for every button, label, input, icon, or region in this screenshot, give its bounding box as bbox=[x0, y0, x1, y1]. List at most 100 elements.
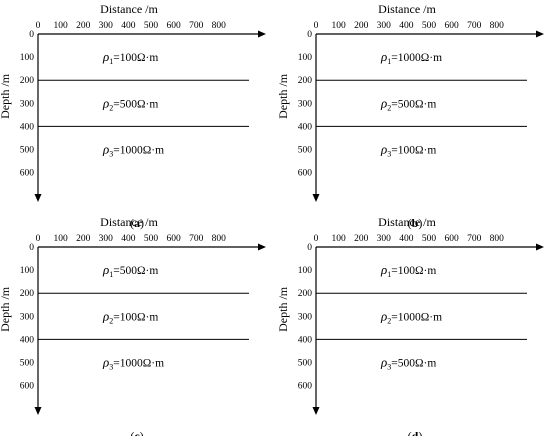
x-tick-label: 200 bbox=[354, 234, 369, 244]
y-tick-label: 600 bbox=[20, 169, 35, 179]
x-axis-title: Distance /m bbox=[378, 2, 436, 16]
y-tick-label: 600 bbox=[20, 382, 35, 392]
layer-index: 1 bbox=[387, 270, 391, 279]
x-tick-label: 0 bbox=[36, 21, 41, 31]
layer-index: 2 bbox=[109, 103, 113, 112]
layer-resistivity-label: ρ2=100Ω·m bbox=[102, 308, 158, 325]
x-tick-label: 200 bbox=[76, 234, 91, 244]
x-axis-title: Distance /m bbox=[378, 215, 436, 229]
panel-caption: (b) bbox=[408, 216, 423, 230]
layer-index: 3 bbox=[109, 150, 113, 159]
x-tick-label: 300 bbox=[377, 234, 392, 244]
x-tick-label: 400 bbox=[399, 21, 414, 31]
panel-d: Distance /m 0 100 200 300 400 500 600 700 800 0 100… bbox=[276, 215, 544, 441]
y-tick-label: 400 bbox=[20, 122, 35, 132]
rho-symbol: ρ bbox=[102, 308, 109, 323]
y-tick-label: 600 bbox=[298, 382, 313, 392]
x-tick-label: 600 bbox=[166, 21, 181, 31]
resistivity-value: =100Ω·m bbox=[113, 52, 158, 64]
x-tick-label: 700 bbox=[467, 21, 482, 31]
x-tick-label: 800 bbox=[490, 234, 505, 244]
y-tick-label: 200 bbox=[20, 76, 35, 86]
resistivity-value: =500Ω·m bbox=[391, 358, 436, 370]
layer-index: 3 bbox=[387, 363, 391, 372]
rho-symbol: ρ bbox=[380, 308, 387, 323]
y-tick-label: 300 bbox=[20, 99, 35, 109]
resistivity-value: =100Ω·m bbox=[391, 265, 436, 277]
resistivity-value: =1000Ω·m bbox=[391, 52, 442, 64]
x-tick-label: 400 bbox=[121, 234, 136, 244]
x-tick-label: 400 bbox=[121, 21, 136, 31]
layer-index: 3 bbox=[109, 363, 113, 372]
y-axis-arrow-icon bbox=[312, 194, 320, 202]
rho-symbol: ρ bbox=[380, 262, 387, 277]
y-tick-label: 500 bbox=[298, 359, 313, 369]
resistivity-value: =100Ω·m bbox=[113, 311, 158, 323]
y-tick-label: 600 bbox=[298, 169, 313, 179]
panel-a: Distance /m 0 100 200 300 400 500 600 700 800 0 100… bbox=[0, 2, 266, 230]
layer-index: 1 bbox=[387, 57, 391, 66]
layer-resistivity-label: ρ2=1000Ω·m bbox=[380, 308, 442, 325]
layer-resistivity-label: ρ3=500Ω·m bbox=[380, 355, 436, 372]
y-tick-label: 300 bbox=[298, 312, 313, 322]
x-axis-arrow-icon bbox=[536, 243, 544, 251]
y-axis-arrow-icon bbox=[34, 407, 42, 415]
x-axis-arrow-icon bbox=[258, 243, 266, 251]
x-tick-label: 300 bbox=[99, 234, 114, 244]
layer-resistivity-label: ρ3=1000Ω·m bbox=[102, 355, 164, 372]
layer-resistivity-label: ρ1=100Ω·m bbox=[102, 49, 158, 66]
x-tick-label: 100 bbox=[331, 234, 346, 244]
y-tick-label: 100 bbox=[298, 53, 313, 63]
x-axis-title: Distance /m bbox=[100, 2, 158, 16]
y-axis-title: Depth /m bbox=[0, 73, 12, 119]
x-tick-label: 0 bbox=[36, 234, 41, 244]
rho-symbol: ρ bbox=[102, 142, 109, 157]
resistivity-value: =500Ω·m bbox=[113, 98, 158, 110]
panel-caption-letter: a bbox=[134, 216, 140, 230]
y-tick-label: 500 bbox=[298, 146, 313, 156]
x-tick-label: 600 bbox=[444, 234, 459, 244]
resistivity-value: =100Ω·m bbox=[391, 145, 436, 157]
x-axis-arrow-icon bbox=[258, 30, 266, 38]
x-tick-label: 600 bbox=[444, 21, 459, 31]
x-tick-label: 700 bbox=[189, 234, 204, 244]
panel-b: Distance /m 0 100 200 300 400 500 600 700 800 0 100… bbox=[276, 2, 544, 230]
panel-c: Distance /m 0 100 200 300 400 500 600 700 800 0 100… bbox=[0, 215, 266, 441]
layer-index: 2 bbox=[387, 103, 391, 112]
y-axis-title: Depth /m bbox=[276, 286, 290, 332]
layer-index: 2 bbox=[109, 316, 113, 325]
rho-symbol: ρ bbox=[380, 142, 387, 157]
layer-index: 3 bbox=[387, 150, 391, 159]
y-tick-label: 500 bbox=[20, 359, 35, 369]
y-tick-label: 0 bbox=[307, 30, 312, 40]
x-tick-label: 0 bbox=[314, 234, 319, 244]
panel-caption: (a) bbox=[130, 216, 144, 230]
rho-symbol: ρ bbox=[380, 49, 387, 64]
y-axis-title: Depth /m bbox=[0, 286, 12, 332]
layer-resistivity-label: ρ1=100Ω·m bbox=[380, 262, 436, 279]
x-tick-label: 700 bbox=[189, 21, 204, 31]
y-axis-title: Depth /m bbox=[276, 73, 290, 119]
x-tick-label: 100 bbox=[331, 21, 346, 31]
rho-symbol: ρ bbox=[102, 49, 109, 64]
y-axis-arrow-icon bbox=[34, 194, 42, 202]
rho-symbol: ρ bbox=[380, 355, 387, 370]
layer-index: 1 bbox=[109, 57, 113, 66]
x-axis-arrow-icon bbox=[536, 30, 544, 38]
resistivity-value: =500Ω·m bbox=[113, 265, 158, 277]
x-tick-label: 800 bbox=[212, 234, 227, 244]
y-tick-label: 200 bbox=[298, 289, 313, 299]
y-tick-label: 300 bbox=[20, 312, 35, 322]
panel-caption-letter: b bbox=[412, 216, 419, 230]
x-tick-label: 500 bbox=[144, 234, 159, 244]
x-tick-label: 500 bbox=[422, 21, 437, 31]
x-tick-label: 100 bbox=[53, 21, 68, 31]
y-tick-label: 300 bbox=[298, 99, 313, 109]
x-tick-label: 800 bbox=[212, 21, 227, 31]
x-tick-label: 500 bbox=[144, 21, 159, 31]
x-axis-title: Distance /m bbox=[100, 215, 158, 229]
y-tick-label: 500 bbox=[20, 146, 35, 156]
x-tick-label: 300 bbox=[99, 21, 114, 31]
